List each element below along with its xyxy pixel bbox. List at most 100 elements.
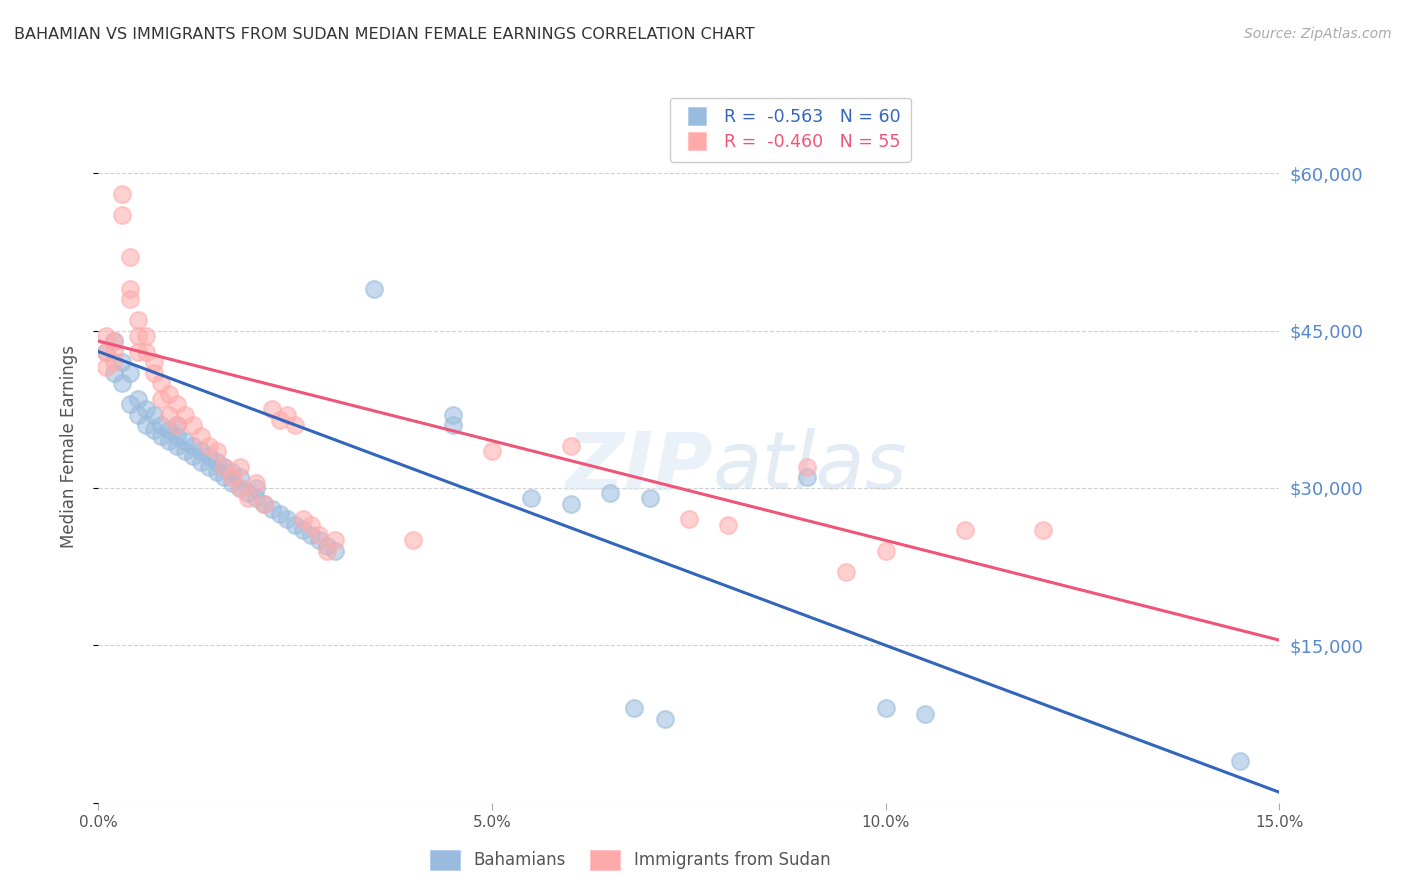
Point	[166, 428, 188, 442]
Point	[441, 408, 464, 422]
Point	[1229, 754, 1251, 768]
Point	[96, 360, 118, 375]
Point	[181, 417, 204, 432]
Point	[481, 444, 503, 458]
Point	[654, 712, 676, 726]
Point	[142, 366, 165, 380]
Point	[111, 376, 134, 390]
Point	[292, 523, 315, 537]
Point	[638, 491, 661, 506]
Point	[221, 465, 243, 479]
Point	[245, 475, 267, 490]
Point	[150, 417, 173, 432]
Point	[157, 408, 180, 422]
Point	[174, 408, 197, 422]
Point	[150, 428, 173, 442]
Point	[236, 486, 259, 500]
Point	[875, 544, 897, 558]
Point	[323, 533, 346, 548]
Point	[205, 455, 228, 469]
Point	[142, 408, 165, 422]
Point	[245, 491, 267, 506]
Point	[623, 701, 645, 715]
Point	[157, 423, 180, 437]
Text: ZIP: ZIP	[565, 428, 713, 507]
Text: Source: ZipAtlas.com: Source: ZipAtlas.com	[1244, 27, 1392, 41]
Point	[118, 292, 141, 306]
Point	[111, 355, 134, 369]
Point	[174, 444, 197, 458]
Point	[269, 413, 291, 427]
Point	[214, 460, 236, 475]
Point	[229, 481, 252, 495]
Point	[111, 187, 134, 202]
Point	[253, 497, 276, 511]
Point	[229, 481, 252, 495]
Point	[127, 313, 149, 327]
Point	[323, 544, 346, 558]
Point	[205, 444, 228, 458]
Point	[402, 533, 425, 548]
Point	[953, 523, 976, 537]
Point	[284, 417, 307, 432]
Point	[157, 386, 180, 401]
Point	[118, 250, 141, 264]
Point	[96, 344, 118, 359]
Point	[166, 439, 188, 453]
Point	[717, 517, 740, 532]
Point	[103, 334, 125, 348]
Point	[118, 282, 141, 296]
Point	[150, 376, 173, 390]
Point	[205, 465, 228, 479]
Point	[229, 460, 252, 475]
Point	[276, 408, 298, 422]
Point	[236, 491, 259, 506]
Point	[292, 512, 315, 526]
Point	[835, 565, 858, 579]
Point	[174, 434, 197, 448]
Point	[221, 470, 243, 484]
Point	[221, 475, 243, 490]
Point	[96, 344, 118, 359]
Point	[127, 344, 149, 359]
Point	[166, 417, 188, 432]
Point	[135, 328, 157, 343]
Point	[229, 470, 252, 484]
Point	[197, 439, 219, 453]
Point	[166, 417, 188, 432]
Point	[560, 439, 582, 453]
Point	[135, 417, 157, 432]
Point	[796, 460, 818, 475]
Point	[127, 392, 149, 406]
Point	[197, 460, 219, 475]
Point	[157, 434, 180, 448]
Point	[299, 528, 322, 542]
Point	[135, 344, 157, 359]
Point	[103, 334, 125, 348]
Point	[678, 512, 700, 526]
Point	[142, 355, 165, 369]
Point	[914, 706, 936, 721]
Point	[308, 533, 330, 548]
Point	[214, 470, 236, 484]
Point	[253, 497, 276, 511]
Point	[520, 491, 543, 506]
Point	[269, 507, 291, 521]
Point	[299, 517, 322, 532]
Legend: Bahamians, Immigrants from Sudan: Bahamians, Immigrants from Sudan	[423, 843, 837, 877]
Point	[308, 528, 330, 542]
Point	[181, 450, 204, 464]
Point	[245, 481, 267, 495]
Point	[166, 397, 188, 411]
Point	[363, 282, 385, 296]
Point	[796, 470, 818, 484]
Point	[103, 366, 125, 380]
Point	[315, 544, 337, 558]
Point	[315, 539, 337, 553]
Point	[118, 397, 141, 411]
Point	[118, 366, 141, 380]
Point	[150, 392, 173, 406]
Point	[276, 512, 298, 526]
Point	[560, 497, 582, 511]
Point	[190, 455, 212, 469]
